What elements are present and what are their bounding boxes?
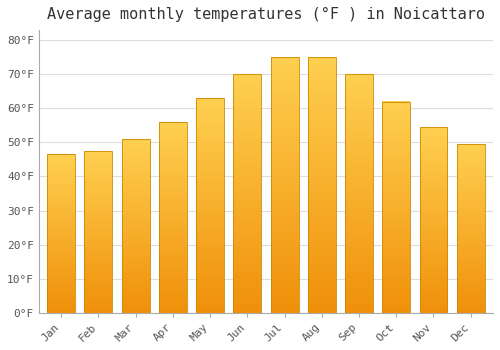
Bar [308, 57, 336, 313]
Bar [159, 122, 187, 313]
Bar [47, 154, 75, 313]
Bar [122, 139, 150, 313]
Bar [196, 98, 224, 313]
Bar [345, 74, 373, 313]
Bar [84, 151, 112, 313]
Bar [420, 127, 448, 313]
Bar [270, 57, 298, 313]
Bar [234, 74, 262, 313]
Bar [457, 144, 484, 313]
Title: Average monthly temperatures (°F ) in Noicattaro: Average monthly temperatures (°F ) in No… [47, 7, 485, 22]
Bar [382, 102, 410, 313]
